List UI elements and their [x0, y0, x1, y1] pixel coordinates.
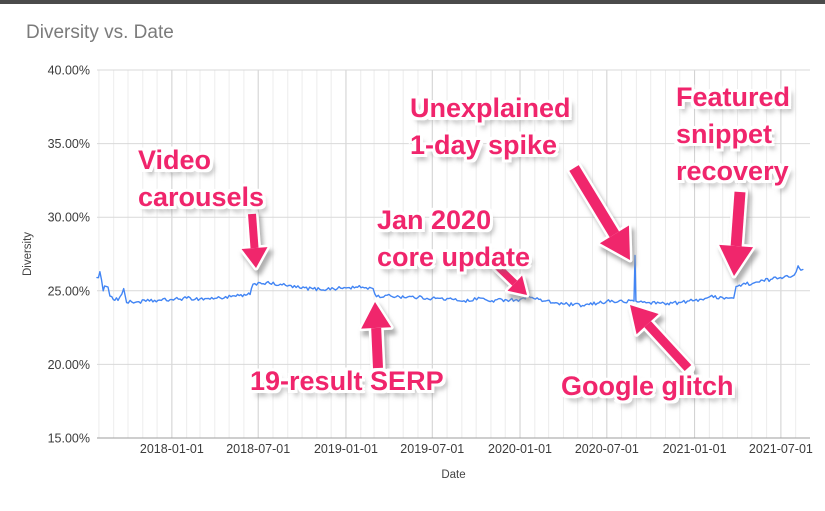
arrow-shaft — [730, 191, 746, 247]
arrow-head — [599, 225, 630, 260]
x-tick-label: 2020-07-01 — [575, 442, 639, 456]
arrow-layer — [239, 160, 756, 376]
y-tick-label: 25.00% — [48, 284, 90, 298]
y-tick-label: 20.00% — [48, 358, 90, 372]
y-tick-label: 35.00% — [48, 137, 90, 151]
arrow-google-glitch — [627, 302, 695, 375]
chart-title: Diversity vs. Date — [26, 22, 174, 43]
x-tick-label: 2019-07-01 — [400, 442, 464, 456]
y-tick-label: 30.00% — [48, 211, 90, 225]
arrow-19-result-serp — [358, 299, 394, 376]
x-axis-title: Date — [441, 469, 465, 481]
x-tick-label: 2019-01-01 — [314, 442, 378, 456]
x-tick-label: 2018-07-01 — [226, 442, 290, 456]
arrow-unexplained-1-day-spike — [566, 160, 633, 263]
arrow-shaft — [569, 165, 620, 238]
arrow-head — [507, 275, 527, 295]
annotation-google-glitch: Google glitch — [561, 371, 734, 401]
x-tick-label: 2021-07-01 — [749, 442, 813, 456]
arrow-shaft — [494, 263, 518, 286]
annotation-19-result-serp: 19-result SERP — [250, 366, 444, 396]
arrow-head — [719, 244, 754, 276]
y-tick-label: 15.00% — [48, 432, 90, 446]
y-tick-label: 40.00% — [48, 64, 90, 78]
arrow-shaft — [644, 321, 692, 372]
y-axis-title: Diversity — [22, 232, 34, 276]
x-tick-label: 2018-01-01 — [140, 442, 204, 456]
x-tick-label: 2020-01-01 — [488, 442, 552, 456]
arrow-head — [241, 247, 268, 268]
arrow-jan-2020-core-update — [491, 260, 530, 298]
arrow-shaft — [371, 327, 383, 369]
axis-layer: 40.00% 35.00% 30.00% 25.00% 20.00% 15.00% 2018… — [22, 64, 813, 482]
annotation-video-carousels: Video carousels — [138, 145, 265, 212]
arrow-head — [361, 302, 392, 329]
arrow-featured-snippet-recovery — [716, 184, 756, 279]
x-tick-label: 2021-01-01 — [663, 442, 727, 456]
annotation-unexplained-1-day-spike: Unexplained 1-day spike — [410, 93, 571, 160]
window-top-bar — [0, 0, 825, 4]
arrow-shaft — [248, 213, 259, 249]
arrow-video-carousels — [239, 207, 270, 271]
annotation-jan-2020-core-update: Jan 2020 core update — [377, 205, 531, 272]
arrow-head — [630, 305, 659, 335]
series-layer — [96, 254, 804, 308]
annotation-featured-snippet-recovery: Featured snippet recovery — [676, 82, 791, 186]
diversity-line — [96, 254, 804, 308]
